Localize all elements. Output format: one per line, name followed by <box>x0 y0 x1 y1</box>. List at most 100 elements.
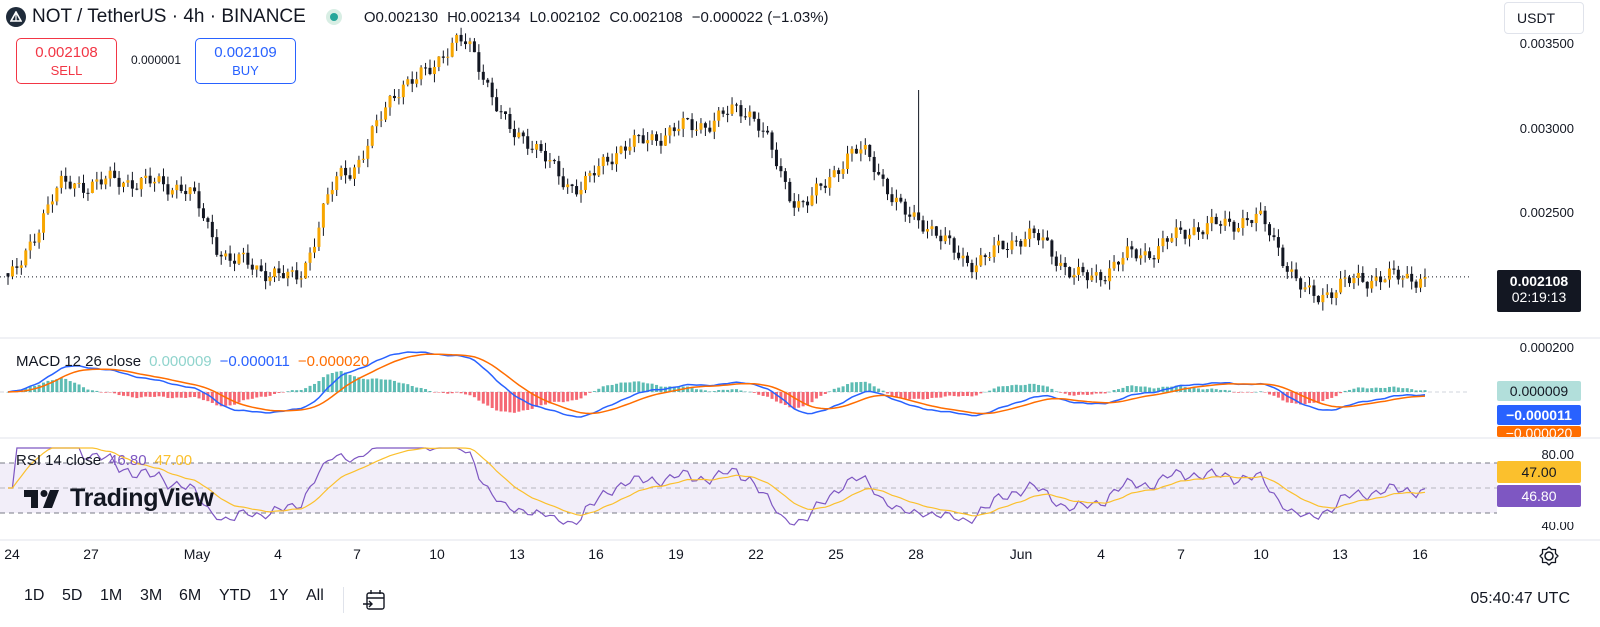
macd-histogram-bar <box>73 382 77 392</box>
candle-body <box>1161 238 1165 247</box>
macd-histogram-bar <box>90 390 94 392</box>
candle-body <box>1383 279 1387 283</box>
candle-body <box>734 104 738 106</box>
chart-settings-icon[interactable] <box>1538 545 1560 567</box>
macd-histogram-bar <box>570 392 574 401</box>
candle-body <box>739 105 743 117</box>
macd-histogram-bar <box>552 392 556 402</box>
candle-body <box>988 256 992 258</box>
candle-body <box>1356 272 1360 279</box>
candle-body <box>86 192 90 194</box>
candle-body <box>428 67 432 75</box>
range-6m-button[interactable]: 6M <box>179 587 202 604</box>
ohlc-values: O0.002130 H0.002134 L0.002102 C0.002108 … <box>364 9 829 26</box>
range-1m-button[interactable]: 1M <box>100 587 123 604</box>
macd-histogram-bar <box>206 392 210 402</box>
tradingview-logo[interactable]: TradingView <box>22 484 214 513</box>
macd-histogram-bar <box>299 389 303 392</box>
time-axis[interactable]: 24 27 May 4 7 10 13 16 19 22 25 28 Jun 4… <box>0 546 1500 566</box>
candle-body <box>1041 237 1045 241</box>
candle-body <box>201 208 205 219</box>
macd-histogram-bar <box>894 392 898 397</box>
candle-body <box>832 170 836 178</box>
candle-body <box>992 245 996 257</box>
time-tick: 25 <box>828 546 844 562</box>
candle-body <box>1112 261 1116 269</box>
time-tick: 7 <box>1177 546 1185 562</box>
macd-histogram-bar <box>615 383 619 392</box>
macd-histogram-bar <box>86 389 90 392</box>
symbol-title[interactable]: NOT / TetherUS · 4h · BINANCE <box>32 6 306 27</box>
low-value: L0.002102 <box>529 8 601 26</box>
macd-histogram-bar <box>1223 389 1227 392</box>
candle-body <box>1250 220 1254 224</box>
candle-body <box>401 84 405 98</box>
candle-body <box>886 178 890 195</box>
range-ytd-button[interactable]: YTD <box>219 587 251 604</box>
macd-histogram-bar <box>508 392 512 413</box>
macd-histogram-bar <box>312 383 316 392</box>
macd-histogram-bar <box>1347 389 1351 392</box>
sell-button[interactable]: 0.002108 SELL <box>16 38 117 84</box>
macd-histogram-bar <box>1294 392 1298 404</box>
change-value: −0.000022 (−1.03%) <box>691 8 829 26</box>
spread-value: 0.000001 <box>130 53 182 67</box>
utc-clock[interactable]: 05:40:47 UTC <box>1470 590 1570 607</box>
range-all-button[interactable]: All <box>306 587 324 604</box>
buy-button[interactable]: 0.002109 BUY <box>195 38 296 84</box>
time-tick: 13 <box>1332 546 1348 562</box>
macd-histogram-bar <box>641 382 645 392</box>
macd-histogram-bar <box>623 382 627 392</box>
macd-histogram-bar <box>592 391 596 392</box>
candle-body <box>1005 249 1009 251</box>
macd-histogram-bar <box>734 389 738 392</box>
candlestick-series <box>6 27 1427 311</box>
candle-body <box>1032 228 1036 234</box>
range-5d-button[interactable]: 5D <box>62 587 83 604</box>
candle-body <box>1365 281 1369 289</box>
range-3m-button[interactable]: 3M <box>140 587 163 604</box>
range-1y-button[interactable]: 1Y <box>269 587 289 604</box>
candle-body <box>139 177 143 190</box>
macd-histogram-bar <box>1281 392 1285 401</box>
macd-histogram-bar <box>1094 392 1098 394</box>
macd-histogram-bar <box>988 390 992 392</box>
rsi-title: RSI 14 close <box>16 452 102 469</box>
range-1d-button[interactable]: 1D <box>24 587 45 604</box>
macd-histogram-bar <box>1245 392 1249 393</box>
candle-body <box>850 148 854 154</box>
candle-body <box>24 250 28 266</box>
candle-body <box>317 227 321 247</box>
macd-histogram-bar <box>979 392 983 394</box>
calendar-range-icon[interactable] <box>362 588 388 614</box>
rsi-legend[interactable]: RSI 14 close 46.80 47.00 <box>16 452 192 469</box>
candle-body <box>1085 272 1089 281</box>
macd-histogram-bar <box>668 386 672 392</box>
macd-histogram-bar <box>1014 384 1018 392</box>
macd-histogram-bar <box>1276 392 1280 398</box>
macd-histogram-bar <box>934 392 938 398</box>
macd-histogram-bar <box>481 392 485 404</box>
macd-histogram-bar <box>1174 385 1178 392</box>
candle-body <box>890 194 894 203</box>
macd-histogram-bar <box>899 392 903 398</box>
macd-histogram-bar <box>579 392 583 399</box>
candle-body <box>148 175 152 184</box>
macd-histogram-bar <box>1263 392 1267 393</box>
rsi-axis-tick: 80.00 <box>1541 447 1574 462</box>
candle-body <box>504 111 508 115</box>
rsi-value-tag: 46.80 <box>1497 485 1581 507</box>
macd-histogram-bar <box>566 392 570 402</box>
currency-selector[interactable]: USDT <box>1504 2 1584 34</box>
chart-canvas[interactable] <box>0 0 1600 570</box>
candle-body <box>681 118 685 129</box>
candle-body <box>1063 262 1067 268</box>
candle-body <box>721 110 725 114</box>
candle-body <box>1121 257 1125 265</box>
macd-histogram-bar <box>863 381 867 392</box>
candle-body <box>1196 227 1200 232</box>
macd-legend[interactable]: MACD 12 26 close 0.000009 −0.000011 −0.0… <box>16 353 369 370</box>
macd-axis-tick: 0.000200 <box>1519 340 1574 355</box>
macd-histogram-bar <box>1268 392 1272 395</box>
market-open-status-icon[interactable] <box>325 9 342 25</box>
